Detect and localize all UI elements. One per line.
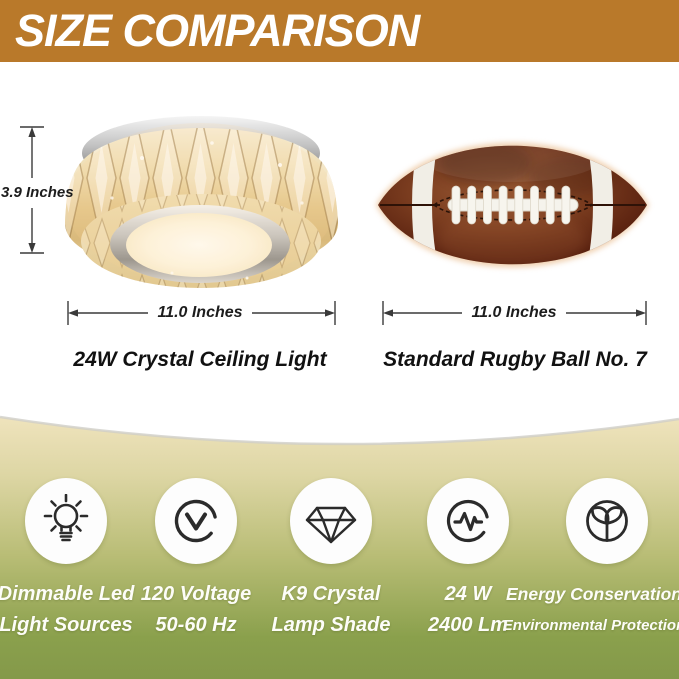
eco-plant-icon bbox=[566, 478, 648, 564]
feature-crystal: K9 Crystal Lamp Shade bbox=[256, 478, 406, 641]
product-name-rugby-ball: Standard Rugby Ball No. 7 bbox=[383, 348, 647, 371]
height-dimension-left bbox=[20, 126, 44, 254]
feature-label: 50-60 Hz bbox=[155, 614, 237, 636]
width-dimension-label-left: 11.0 Inches bbox=[148, 304, 252, 322]
ball-laces bbox=[447, 185, 579, 225]
feature-power: 24 W 2400 Lm bbox=[393, 478, 543, 641]
feature-label: Dimmable Led bbox=[0, 583, 135, 605]
warm-glow-overlay bbox=[66, 123, 336, 283]
width-dimension-left bbox=[67, 301, 336, 325]
feature-label: 24 W bbox=[444, 583, 492, 605]
diamond-icon bbox=[290, 478, 372, 564]
feature-label: 2400 Lm bbox=[427, 614, 509, 636]
feature-label: Environmental Protection bbox=[502, 617, 679, 634]
feature-label: K9 Crystal bbox=[281, 583, 381, 605]
crystal-ceiling-light-photo bbox=[65, 116, 338, 288]
feature-voltage: 120 Voltage 50-60 Hz bbox=[121, 478, 271, 641]
feature-label: 120 Voltage bbox=[140, 583, 252, 605]
lace-panel-stitching bbox=[432, 189, 594, 221]
width-dimension-label-right: 11.0 Inches bbox=[462, 304, 566, 322]
lightbulb-icon bbox=[25, 478, 107, 564]
feature-label: Lamp Shade bbox=[271, 614, 391, 636]
size-comparison-banner: SIZE COMPARISON bbox=[0, 0, 679, 62]
rugby-ball-photo bbox=[376, 142, 649, 268]
gloss-sheen bbox=[420, 145, 604, 182]
feature-label: Energy Conservation bbox=[505, 584, 679, 604]
dimension-lines bbox=[20, 126, 647, 325]
voltage-check-icon bbox=[155, 478, 237, 564]
light-glow-center bbox=[126, 213, 272, 277]
leather-highlight bbox=[437, 210, 587, 265]
feature-dimmable-led: Dimmable Led Light Sources bbox=[0, 478, 141, 641]
sparkles bbox=[110, 141, 304, 280]
feature-label: Light Sources bbox=[0, 614, 133, 636]
page-title: SIZE COMPARISON bbox=[15, 5, 420, 56]
height-dimension-label: 3.9 Inches bbox=[1, 184, 74, 201]
feature-eco: Energy Conservation Environmental Protec… bbox=[502, 478, 679, 641]
leather-shading bbox=[437, 145, 533, 185]
wave-divider bbox=[0, 404, 679, 446]
product-name-ceiling-light: 24W Crystal Ceiling Light bbox=[73, 348, 327, 371]
width-dimension-right bbox=[382, 301, 647, 325]
pulse-icon bbox=[427, 478, 509, 564]
